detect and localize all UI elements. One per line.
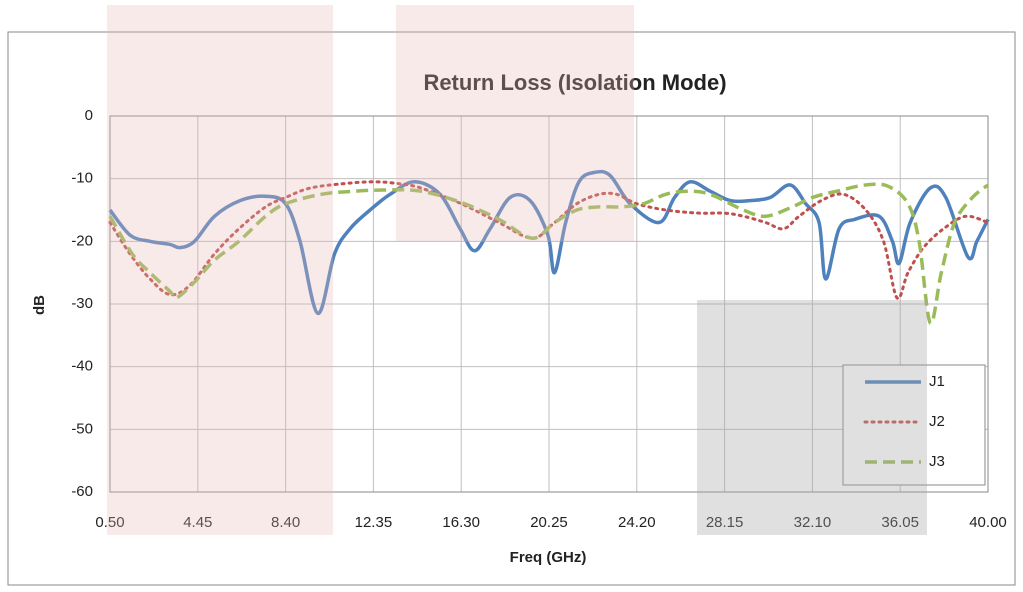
highlight: [107, 5, 333, 535]
x-tick-label: 20.25: [530, 514, 568, 531]
y-tick-label: -60: [71, 483, 93, 500]
y-tick-label: -10: [71, 170, 93, 187]
y-tick-label: -40: [71, 358, 93, 375]
x-axis-label: Freq (GHz): [510, 549, 587, 566]
chart-title: Return Loss (Isolation Mode): [423, 70, 726, 95]
x-tick-label: 24.20: [618, 514, 656, 531]
legend-label: J2: [929, 413, 945, 430]
series-line: [108, 182, 990, 325]
x-tick-label: 4.45: [183, 514, 212, 531]
chart-frame: [7, 31, 1016, 586]
x-tick-label: 40.00: [969, 514, 1007, 531]
highlight: [697, 300, 927, 535]
legend-label: J1: [929, 373, 945, 390]
plot-border: [109, 115, 989, 493]
x-tick-label: 8.40: [271, 514, 300, 531]
highlight: [396, 5, 634, 242]
y-tick-label: 0: [85, 107, 93, 124]
legend-box: [842, 364, 986, 486]
y-axis-label: dB: [31, 295, 48, 315]
legend-label: J3: [929, 453, 945, 470]
x-tick-label: 28.15: [706, 514, 744, 531]
series-line: [108, 169, 990, 316]
x-tick-label: 12.35: [355, 514, 393, 531]
plot-area: 0 -10 -20 -30 -40 -50 -600.50 4.45 8.40 12.35 16.3…: [71, 107, 1006, 531]
x-tick-label: 32.10: [794, 514, 832, 531]
y-tick-label: -20: [71, 232, 93, 249]
x-tick-label: 0.50: [95, 514, 124, 531]
x-tick-label: 16.30: [442, 514, 480, 531]
series-line: [108, 180, 990, 300]
y-tick-label: -30: [71, 295, 93, 312]
y-tick-label: -50: [71, 420, 93, 437]
x-tick-label: 36.05: [881, 514, 919, 531]
